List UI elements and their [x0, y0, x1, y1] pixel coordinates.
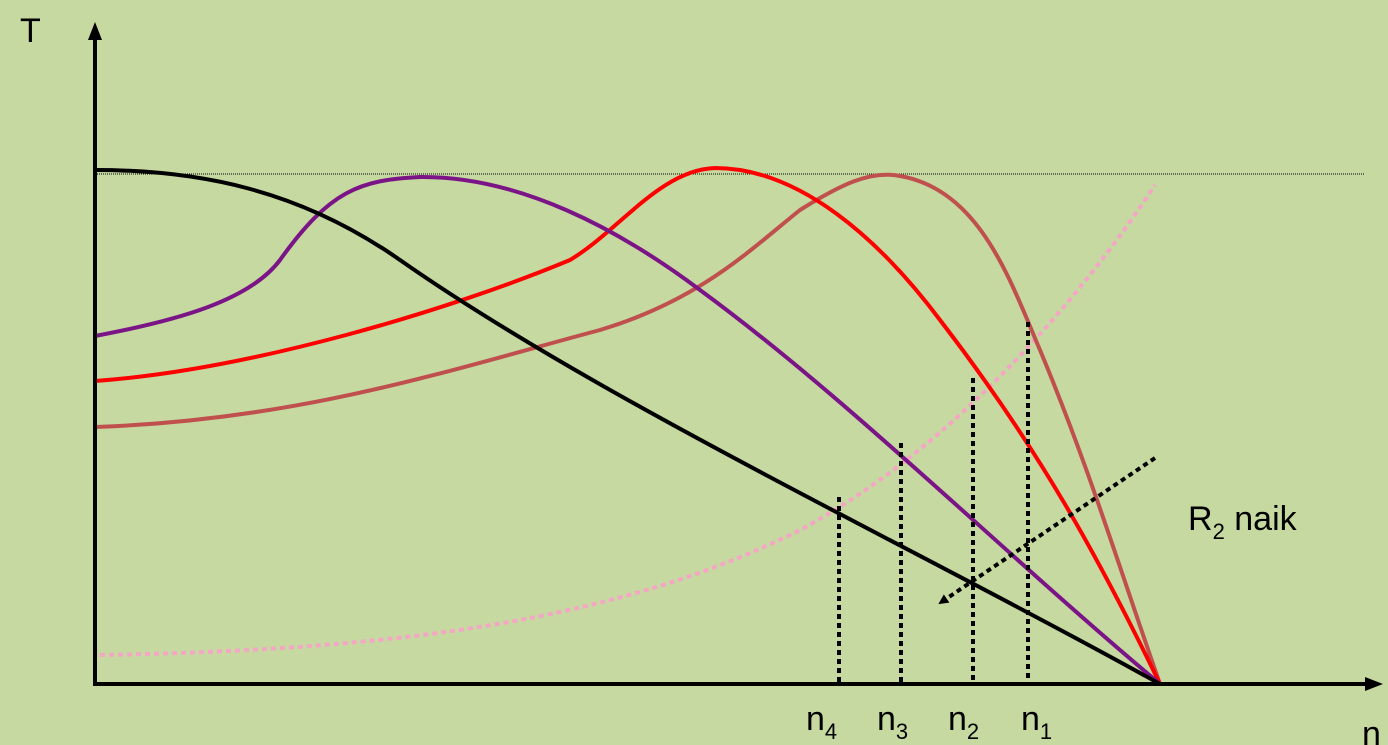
- y-axis-label: T: [20, 12, 41, 50]
- speed-label-n4-sub: 4: [825, 719, 837, 744]
- torque-curve-black: [94, 168, 1161, 686]
- torque-curve-purple: [94, 174, 1162, 686]
- speed-label-n4-base: n: [806, 700, 825, 738]
- y-axis-arrowhead: [88, 22, 102, 40]
- r2-annotation: R2 naik: [1188, 500, 1298, 544]
- speed-label-n2: n2: [948, 700, 979, 744]
- torque-curve-red: [94, 165, 1162, 685]
- x-axis-label: n: [1362, 715, 1381, 745]
- torque-curve-brownred: [94, 172, 1162, 685]
- speed-label-n2-base: n: [948, 700, 967, 738]
- speed-label-n1-sub: 1: [1040, 719, 1052, 744]
- speed-label-n4: n4: [806, 700, 837, 744]
- r2-annotation-base: R: [1188, 500, 1213, 538]
- speed-label-n3-sub: 3: [896, 719, 908, 744]
- x-axis-arrowhead: [1365, 677, 1383, 691]
- speed-label-n3: n3: [877, 700, 908, 744]
- speed-label-n1: n1: [1021, 700, 1052, 744]
- r2-annotation-sub: 2: [1213, 519, 1225, 544]
- speed-label-n2-sub: 2: [967, 719, 979, 744]
- r2-increase-arrow: [938, 456, 1157, 605]
- speed-label-n3-base: n: [877, 700, 896, 738]
- r2-annotation-rest: naik: [1225, 500, 1298, 538]
- speed-label-n1-base: n: [1021, 700, 1040, 738]
- load-torque-curve: [99, 183, 1157, 657]
